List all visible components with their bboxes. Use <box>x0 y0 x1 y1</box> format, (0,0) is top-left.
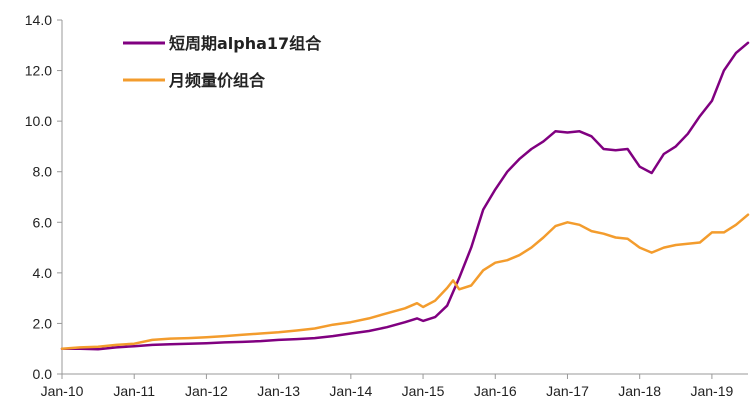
y-tick-label: 12.0 <box>25 63 52 79</box>
x-tick-label: Jan-11 <box>113 383 155 399</box>
legend-label-monthly: 月频量价组合 <box>168 71 266 90</box>
x-tick-label: Jan-12 <box>185 383 228 399</box>
y-tick-label: 14.0 <box>25 12 52 28</box>
x-tick-label: Jan-14 <box>329 383 372 399</box>
series-layer <box>60 41 750 351</box>
x-tick-label: Jan-15 <box>402 383 445 399</box>
x-tick-label: Jan-18 <box>618 383 661 399</box>
y-tick-label: 2.0 <box>33 315 53 331</box>
y-axis: 0.0 2.0 4.0 6.0 8.0 10.0 12.0 14.0 <box>25 12 63 382</box>
y-tick-label: 10.0 <box>25 113 52 129</box>
y-tick-label: 8.0 <box>33 164 53 180</box>
x-axis: Jan-10 Jan-11 Jan-12 Jan-13 Jan-14 Jan-15 Jan-… <box>41 373 748 399</box>
x-tick-label: Jan-13 <box>257 383 300 399</box>
legend: 短周期alpha17组合 月频量价组合 <box>123 34 322 90</box>
y-tick-label: 6.0 <box>33 214 53 230</box>
x-tick-label: Jan-16 <box>474 383 517 399</box>
y-tick-label: 4.0 <box>33 265 53 281</box>
series-line-1 <box>60 213 750 350</box>
x-tick-label: Jan-17 <box>546 383 589 399</box>
series-line-0 <box>60 41 750 351</box>
x-tick-label: Jan-19 <box>690 383 733 399</box>
y-tick-label: 0.0 <box>33 366 53 382</box>
legend-label-alpha17: 短周期alpha17组合 <box>169 34 322 53</box>
x-tick-label: Jan-10 <box>41 383 84 399</box>
